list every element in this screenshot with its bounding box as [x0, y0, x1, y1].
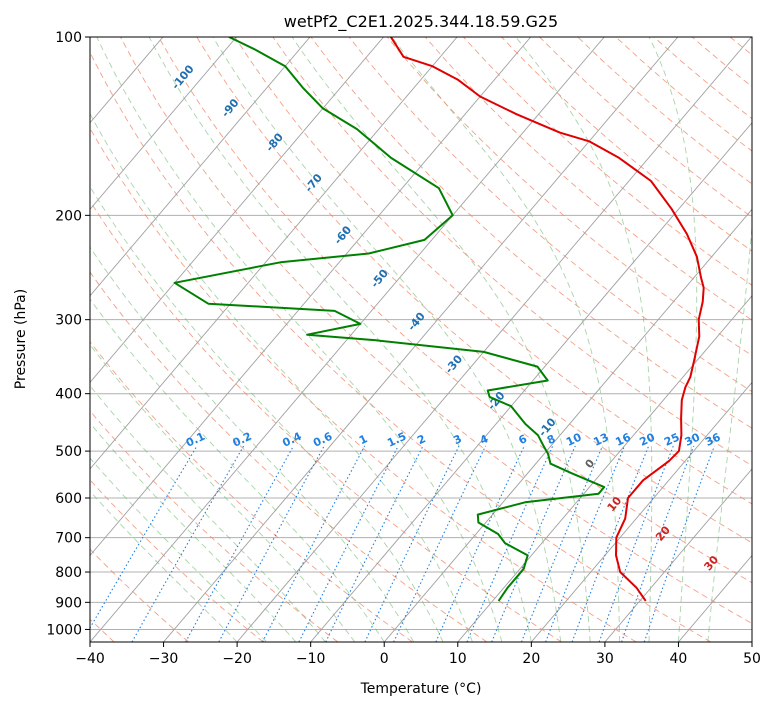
- mixing-ratio-label: 30: [683, 430, 703, 448]
- x-tick-label: 0: [380, 651, 389, 667]
- y-tick-label: 1000: [46, 622, 82, 638]
- moist-adiabat-line: [515, 37, 653, 642]
- dry-adiabat-line: [120, 37, 752, 624]
- dry-adiabat-line: [310, 37, 752, 429]
- mixing-ratio-label: 25: [662, 431, 681, 449]
- plot-area: 0.1 0.2 0.4 0.6 1 1.5 2 3 4 6 8 10 13 16 20 25 30 36-100-…: [90, 37, 775, 642]
- mixing-ratio-label: 16: [613, 430, 633, 448]
- x-tick-label: −20: [222, 651, 252, 667]
- x-tick-label: −30: [149, 651, 179, 667]
- axes: −40 −30 −20 −10 0 10 20 30 40 50 100 200 300 400 500 60…: [46, 30, 761, 667]
- temperature-line: [390, 37, 705, 602]
- moist-adiabat-line: [391, 37, 621, 642]
- moist-adiabat-line: [291, 37, 591, 642]
- isotherm-line: [383, 208, 752, 642]
- x-axis-label: Temperature (°C): [360, 681, 482, 697]
- moist-adiabat-line: [90, 112, 473, 642]
- plot-frame: [89, 36, 753, 643]
- x-tick-label: 10: [449, 651, 467, 667]
- dry-adiabat-line: [90, 51, 712, 642]
- x-tick-label: −10: [296, 651, 326, 667]
- x-tick-label: 30: [596, 651, 614, 667]
- y-tick-label: 200: [55, 208, 82, 224]
- dry-adiabat-line: [90, 548, 189, 642]
- mixing-ratio-label: 10: [564, 430, 584, 448]
- moist-adiabats: [90, 37, 752, 642]
- isotherm-line: [90, 37, 458, 470]
- mixing-ratio-lines: [90, 445, 715, 642]
- dry-adiabat-line: [90, 271, 488, 642]
- y-tick-label: 900: [55, 595, 82, 611]
- mixing-ratio-line: [298, 445, 399, 642]
- mixing-ratio-line: [466, 445, 554, 642]
- dry-adiabat-line: [90, 200, 562, 642]
- mixing-ratio-line: [491, 445, 576, 642]
- dry-adiabat-line: [90, 479, 264, 642]
- isotherm-line: [90, 37, 532, 557]
- mixing-ratio-line: [185, 445, 294, 642]
- isotherm-line: [310, 122, 752, 642]
- isotherm-line: [163, 37, 679, 642]
- dry-adiabat-line: [768, 37, 775, 642]
- moist-adiabat-line: [90, 422, 297, 642]
- mixing-ratio-label: 13: [591, 431, 610, 449]
- moist-adiabat-line: [90, 298, 385, 642]
- mixing-ratio-line: [643, 445, 715, 642]
- y-tick-label: 400: [55, 387, 82, 403]
- y-tick-label: 500: [55, 444, 82, 460]
- isotherm-line: [751, 641, 752, 642]
- mixing-ratio-label: 20: [638, 430, 658, 448]
- mixing-ratio-line: [90, 445, 198, 629]
- isotherm-line: [90, 37, 237, 211]
- mixing-ratio-line: [364, 445, 460, 642]
- isotherm-line: [457, 295, 752, 642]
- moist-adiabat-line: [90, 185, 444, 642]
- pressure-gridlines: [90, 37, 752, 630]
- isotherm-line: [90, 37, 605, 642]
- isotherm-line: [236, 37, 752, 642]
- mixing-ratio-line: [598, 445, 674, 642]
- y-tick-label: 300: [55, 313, 82, 329]
- dry-adiabat-line: [158, 37, 752, 584]
- x-tick-label: −40: [75, 651, 105, 667]
- y-tick-label: 600: [55, 491, 82, 507]
- moist-adiabat-line: [90, 343, 356, 642]
- profile-series: [173, 37, 705, 602]
- x-tick-label: 50: [743, 651, 761, 667]
- x-tick-label: 40: [670, 651, 688, 667]
- moist-adiabat-line: [148, 37, 532, 642]
- moist-adiabat-line: [90, 385, 326, 642]
- isotherm-label: 40: [749, 584, 769, 604]
- moist-adiabat-line: [648, 37, 698, 642]
- dry-adiabat-line: [386, 37, 752, 357]
- dry-adiabat-line: [348, 37, 752, 393]
- moist-adiabat-line: [90, 246, 415, 642]
- moist-adiabat-line: [96, 37, 503, 642]
- dry-adiabat-line: [234, 37, 752, 505]
- mixing-ratio-line: [571, 445, 650, 642]
- y-tick-label: 100: [55, 30, 82, 46]
- mixing-ratio-line: [325, 445, 424, 642]
- dry-adiabat-line: [272, 37, 752, 467]
- isotherm-line: [604, 468, 752, 642]
- mixing-ratio-label: 36: [703, 430, 723, 448]
- mixing-ratio-line: [621, 445, 695, 642]
- moist-adiabat-line: [212, 37, 562, 642]
- y-axis-label: Pressure (hPa): [13, 289, 29, 389]
- y-tick-label: 700: [55, 531, 82, 547]
- chart-title: wetPf2_C2E1.2025.344.18.59.G25: [284, 12, 558, 32]
- x-tick-label: 20: [522, 651, 540, 667]
- isotherm-line: [90, 37, 311, 297]
- dewpoint-line: [173, 37, 606, 602]
- isotherm-line: [90, 37, 384, 384]
- y-tick-label: 800: [55, 565, 82, 581]
- dry-adiabat-line: [90, 127, 637, 642]
